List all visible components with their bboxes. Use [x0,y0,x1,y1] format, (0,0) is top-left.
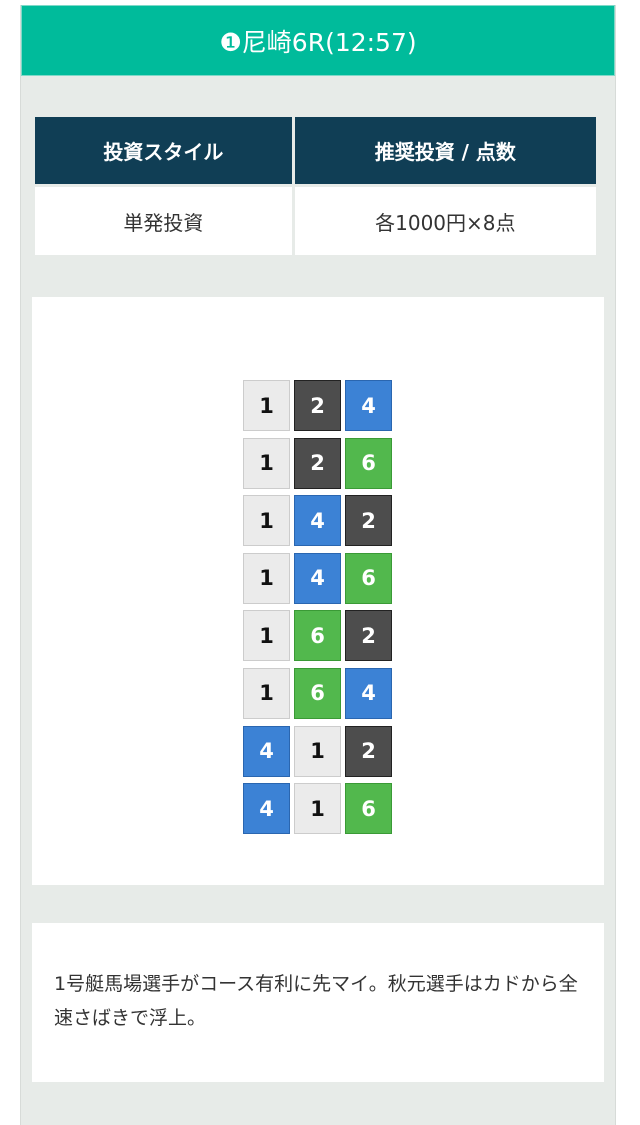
boat-number: 4 [294,495,341,547]
race-comment: 1号艇馬場選手がコース有利に先マイ。秋元選手はカドから全速さばきで浮上。 [32,923,604,1082]
boat-number: 1 [294,725,341,777]
boat-number: 6 [294,667,341,719]
boat-number: 4 [345,380,392,431]
boat-number: 4 [243,783,290,835]
boat-number: 1 [243,667,290,719]
boat-number: 2 [294,437,341,489]
boat-number: 6 [294,610,341,662]
value-style: 単発投資 [35,187,292,255]
header-style: 投資スタイル [35,117,292,184]
investment-table: 投資スタイル 推奨投資 / 点数 単発投資 各1000円×8点 [32,114,599,258]
race-title: ❶尼崎6R(12:57) [21,5,615,76]
header-recommended: 推奨投資 / 点数 [294,117,596,184]
boat-number: 1 [243,610,290,662]
boat-number: 2 [294,380,341,431]
boat-number: 4 [294,552,341,604]
boat-number: 4 [243,725,290,777]
boat-number: 1 [243,495,290,547]
boat-number: 6 [345,552,392,604]
boat-number: 2 [345,610,392,662]
value-recommended: 各1000円×8点 [294,187,596,255]
race-card: ❶尼崎6R(12:57) 投資スタイル 推奨投資 / 点数 単発投資 各1000… [20,5,616,1125]
boat-number: 1 [243,380,290,431]
boat-number: 1 [243,552,290,604]
boat-number: 1 [294,783,341,835]
boat-number: 2 [345,725,392,777]
boat-number: 1 [243,437,290,489]
boat-number: 4 [345,667,392,719]
boat-number: 2 [345,495,392,547]
boat-number: 6 [345,437,392,489]
boat-number: 6 [345,783,392,835]
